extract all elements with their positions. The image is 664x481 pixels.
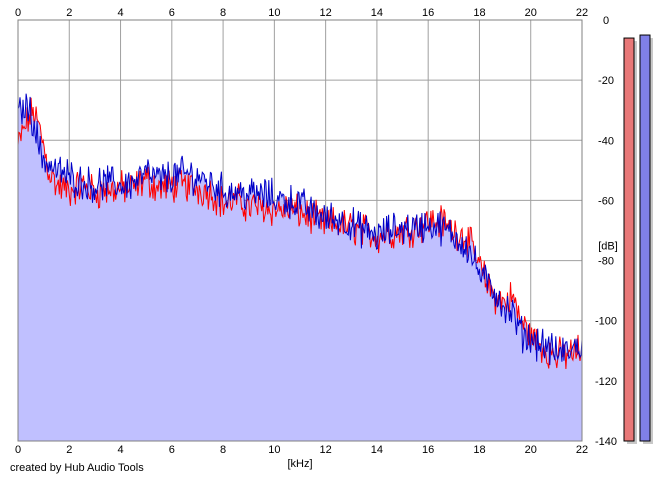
series-line-2: [17, 93, 583, 366]
x-tick-label-bottom: 8: [220, 444, 226, 456]
x-tick-label-top: 10: [268, 7, 280, 19]
y-tick-label: -60: [598, 195, 614, 207]
x-tick-label-bottom: 6: [169, 444, 175, 456]
y-tick-label: -20: [598, 75, 614, 87]
x-tick-label-bottom: 4: [117, 444, 123, 456]
y-tick-label: -40: [598, 135, 614, 147]
x-tick-label-top: 14: [371, 7, 383, 19]
x-tick-label-top: 22: [576, 7, 588, 19]
x-tick-label-top: 4: [117, 7, 123, 19]
x-axis-label: [kHz]: [287, 458, 312, 470]
y-tick-labels: 0 -20 -40 -60 -80 -100 -120 -140: [595, 15, 617, 448]
y-tick-label: -140: [595, 436, 617, 448]
y-tick-label: -100: [595, 316, 617, 328]
credit-text: created by Hub Audio Tools: [10, 462, 144, 474]
level-meter-2: [639, 34, 651, 442]
spectrum-area-fill: [18, 93, 582, 441]
x-tick-labels-bottom: 0 2 4 6 8 10 12 14 16 18 20 22: [15, 444, 588, 456]
x-tick-label-bottom: 10: [268, 444, 280, 456]
level-meters: [623, 34, 653, 445]
x-tick-label-top: 8: [220, 7, 226, 19]
x-tick-label-bottom: 16: [422, 444, 434, 456]
series-line-1: [17, 97, 583, 370]
x-tick-label-bottom: 0: [15, 444, 21, 456]
x-tick-label-bottom: 22: [576, 444, 588, 456]
x-tick-label-bottom: 14: [371, 444, 383, 456]
x-tick-label-bottom: 18: [473, 444, 485, 456]
x-tick-labels-top: 0 2 4 6 8 10 12 14 16 18 20 22: [15, 7, 588, 19]
x-tick-label-top: 18: [473, 7, 485, 19]
y-tick-label: -120: [595, 376, 617, 388]
y-axis-label: [dB]: [598, 241, 618, 253]
y-tick-label: -80: [598, 256, 614, 268]
plot-frame: [17, 19, 583, 442]
x-tick-label-bottom: 2: [66, 444, 72, 456]
x-tick-label-top: 2: [66, 7, 72, 19]
x-tick-label-top: 20: [525, 7, 537, 19]
x-tick-label-bottom: 20: [525, 444, 537, 456]
y-tick-label: 0: [603, 15, 609, 27]
level-meter-1: [623, 37, 635, 442]
x-tick-label-top: 6: [169, 7, 175, 19]
series-lines: [17, 93, 583, 370]
x-tick-label-top: 0: [15, 7, 21, 19]
x-tick-label-bottom: 12: [320, 444, 332, 456]
x-tick-label-top: 16: [422, 7, 434, 19]
x-tick-label-top: 12: [320, 7, 332, 19]
